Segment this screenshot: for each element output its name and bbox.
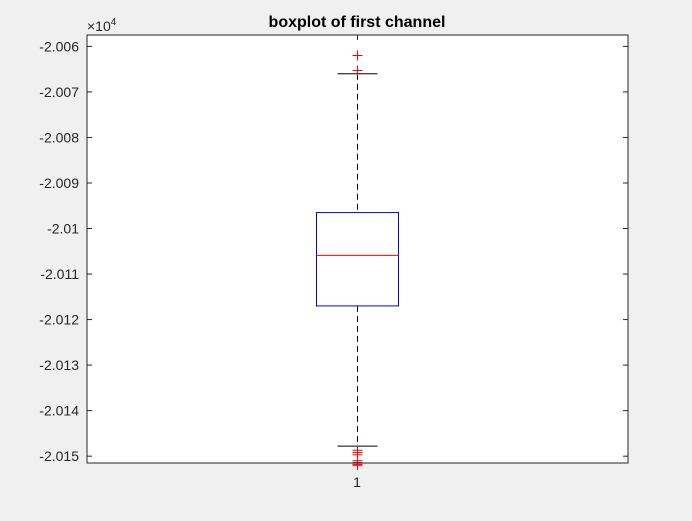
box-iqr <box>316 212 399 307</box>
outlier-point <box>352 50 363 61</box>
y-tick-label: -2.012 <box>39 312 79 328</box>
y-ticks: -2.006 -2.007 -2.008 -2.009 -2.01 -2.011 -2.01… <box>39 35 628 464</box>
y-tick-label: -2.013 <box>39 357 79 373</box>
y-tick-label: -2.006 <box>39 38 79 54</box>
chart-title: boxplot of first channel <box>269 14 446 31</box>
outlier-point <box>352 460 363 471</box>
y-tick-label: -2.009 <box>39 175 79 191</box>
x-tick-label: 1 <box>353 474 361 490</box>
y-tick-label: -2.014 <box>39 403 79 419</box>
y-tick-label: -2.008 <box>39 129 79 145</box>
y-tick-label: -2.007 <box>39 84 79 100</box>
y-exponent-power: 4 <box>111 17 117 28</box>
axes-frame <box>86 34 629 464</box>
y-exponent-label: ×104 <box>87 17 117 34</box>
y-tick-label: -2.015 <box>39 448 79 464</box>
y-tick-label: -2.01 <box>47 221 79 237</box>
y-exponent-base: ×10 <box>87 18 111 34</box>
y-tick-label: -2.011 <box>40 266 79 282</box>
outlier-point <box>352 65 363 76</box>
